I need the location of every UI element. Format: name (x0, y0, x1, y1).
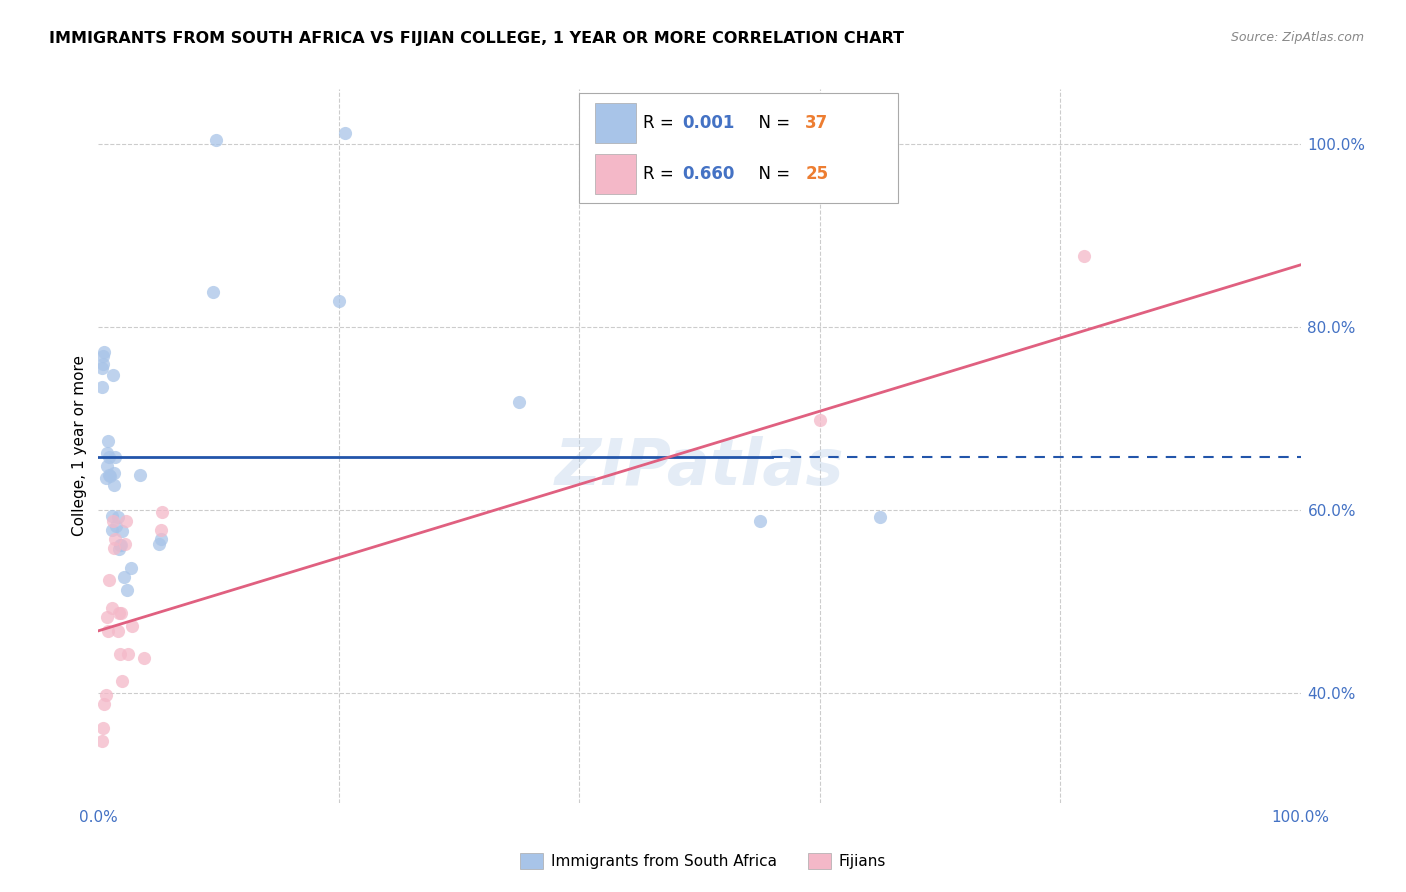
Point (91, 349, 114, 363)
Text: N =: N = (748, 165, 794, 183)
Text: ZIPatlas: ZIPatlas (555, 436, 844, 499)
Point (111, 674, 134, 689)
Point (101, 368, 124, 382)
Text: 0.660: 0.660 (683, 165, 735, 183)
Point (91, 379, 114, 393)
Y-axis label: College, 1 year or more: College, 1 year or more (72, 356, 87, 536)
Point (111, 524, 134, 538)
Point (869, 510, 891, 524)
Point (120, 560, 142, 574)
Text: Source: ZipAtlas.com: Source: ZipAtlas.com (1230, 31, 1364, 45)
Point (132, 651, 155, 665)
Point (328, 294, 350, 309)
Point (808, 413, 831, 427)
Point (110, 538, 132, 552)
Text: N =: N = (748, 114, 794, 132)
Point (121, 619, 143, 633)
Point (748, 514, 770, 528)
Point (107, 510, 129, 524)
Point (105, 518, 128, 533)
Point (91, 361, 114, 376)
Point (1073, 249, 1095, 263)
Point (112, 570, 135, 584)
Point (101, 514, 124, 528)
Point (100, 523, 122, 537)
Point (103, 541, 125, 556)
Text: R =: R = (643, 165, 679, 183)
FancyBboxPatch shape (579, 93, 898, 203)
Text: 25: 25 (806, 165, 828, 183)
Point (205, 132, 228, 146)
Legend: Immigrants from South Africa, Fijians: Immigrants from South Africa, Fijians (515, 847, 891, 875)
Point (93, 697, 115, 711)
Point (114, 537, 136, 551)
Point (98, 468, 121, 483)
Point (96, 610, 118, 624)
Point (108, 647, 131, 661)
Point (100, 508, 122, 523)
Point (97, 624, 120, 638)
Point (98, 450, 121, 464)
Point (108, 542, 131, 557)
Point (150, 505, 173, 519)
Text: R =: R = (643, 114, 679, 132)
Point (117, 582, 139, 597)
Point (108, 538, 131, 552)
Point (129, 468, 152, 483)
Point (94, 688, 117, 702)
Point (100, 469, 122, 483)
Text: IMMIGRANTS FROM SOUTH AFRICA VS FIJIAN COLLEGE, 1 YEAR OR MORE CORRELATION CHART: IMMIGRANTS FROM SOUTH AFRICA VS FIJIAN C… (49, 31, 904, 46)
Point (148, 537, 170, 551)
FancyBboxPatch shape (595, 103, 636, 144)
Point (149, 523, 172, 537)
Point (103, 467, 125, 481)
Point (100, 601, 122, 615)
Text: 37: 37 (806, 114, 828, 132)
Point (93, 344, 115, 359)
Point (508, 395, 530, 409)
Point (201, 285, 224, 300)
Point (110, 606, 132, 620)
Point (104, 450, 127, 464)
Point (149, 533, 172, 547)
Point (108, 606, 131, 620)
Text: 0.001: 0.001 (683, 114, 735, 132)
Point (91, 357, 114, 371)
Point (96, 446, 118, 460)
Point (333, 126, 356, 140)
Point (104, 533, 127, 547)
Point (115, 514, 138, 528)
Point (98, 574, 121, 588)
Point (117, 647, 139, 661)
Point (107, 624, 129, 638)
Point (96, 459, 118, 474)
Point (91, 733, 114, 747)
FancyBboxPatch shape (595, 154, 636, 194)
Point (91, 721, 114, 735)
Point (103, 478, 125, 492)
Point (94, 471, 117, 485)
Point (97, 434, 120, 448)
